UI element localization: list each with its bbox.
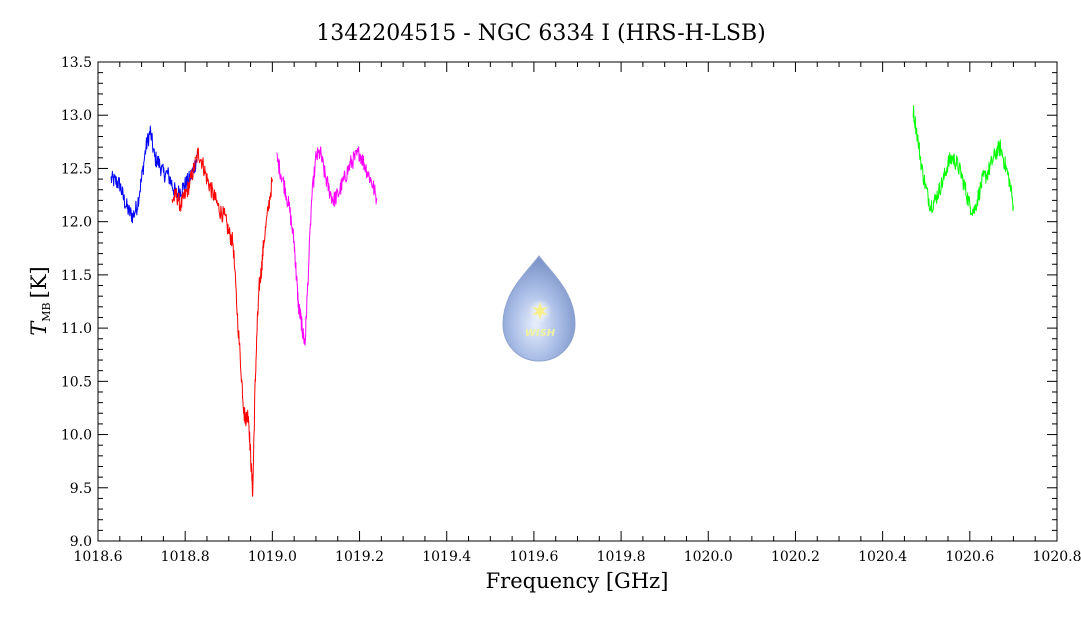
y-axis-label-sub: MB — [40, 302, 53, 321]
y-tick-label: 9.5 — [70, 481, 92, 497]
x-tick-label: 1018.8 — [161, 549, 210, 565]
star-icon — [532, 302, 548, 320]
chart-title: 1342204515 - NGC 6334 I (HRS-H-LSB) — [316, 21, 765, 46]
x-tick-label: 1020.0 — [684, 549, 733, 565]
y-tick-label: 10.0 — [61, 428, 92, 444]
wish-logo: WISH — [502, 255, 576, 362]
series-line-3 — [276, 146, 378, 346]
plot-frame — [97, 61, 1058, 542]
y-axis-label-unit: [K] — [27, 266, 51, 298]
x-tick-label: 1020.8 — [1033, 549, 1081, 565]
y-tick-label: 9.0 — [70, 534, 92, 550]
y-tick-label: 12.5 — [61, 161, 92, 177]
x-tick-label: 1019.6 — [509, 549, 558, 565]
y-tick-label: 13.5 — [61, 55, 92, 71]
series-line-1 — [110, 125, 199, 224]
y-tick-label: 11.0 — [61, 321, 92, 337]
tick-layer: 1018.6 1018.8 1019.0 1019.2 1019.4 1019.6 1019… — [61, 55, 1081, 565]
series-layer — [110, 105, 1014, 497]
y-axis-label: TMB [K] — [27, 266, 53, 335]
y-tick-label: 12.0 — [61, 215, 92, 231]
y-axis-label-main: T — [27, 320, 51, 336]
x-tick-label: 1019.8 — [597, 549, 646, 565]
series-line-4 — [912, 105, 1014, 216]
y-tick-label: 10.5 — [61, 374, 92, 390]
y-tick-label: 13.0 — [61, 108, 92, 124]
x-tick-label: 1020.2 — [771, 549, 820, 565]
x-tick-label: 1020.6 — [945, 549, 994, 565]
series-line-2 — [171, 147, 273, 497]
x-tick-label: 1018.6 — [74, 549, 123, 565]
x-tick-label: 1020.4 — [858, 549, 907, 565]
x-tick-label: 1019.4 — [422, 549, 471, 565]
x-tick-label: 1019.2 — [335, 549, 384, 565]
logo-text: WISH — [525, 328, 556, 339]
x-axis-label: Frequency [GHz] — [486, 569, 669, 593]
plot-area: 1018.6 1018.8 1019.0 1019.2 1019.4 1019.6 1019… — [61, 55, 1081, 565]
x-tick-label: 1019.0 — [248, 549, 297, 565]
y-tick-label: 11.5 — [61, 268, 92, 284]
